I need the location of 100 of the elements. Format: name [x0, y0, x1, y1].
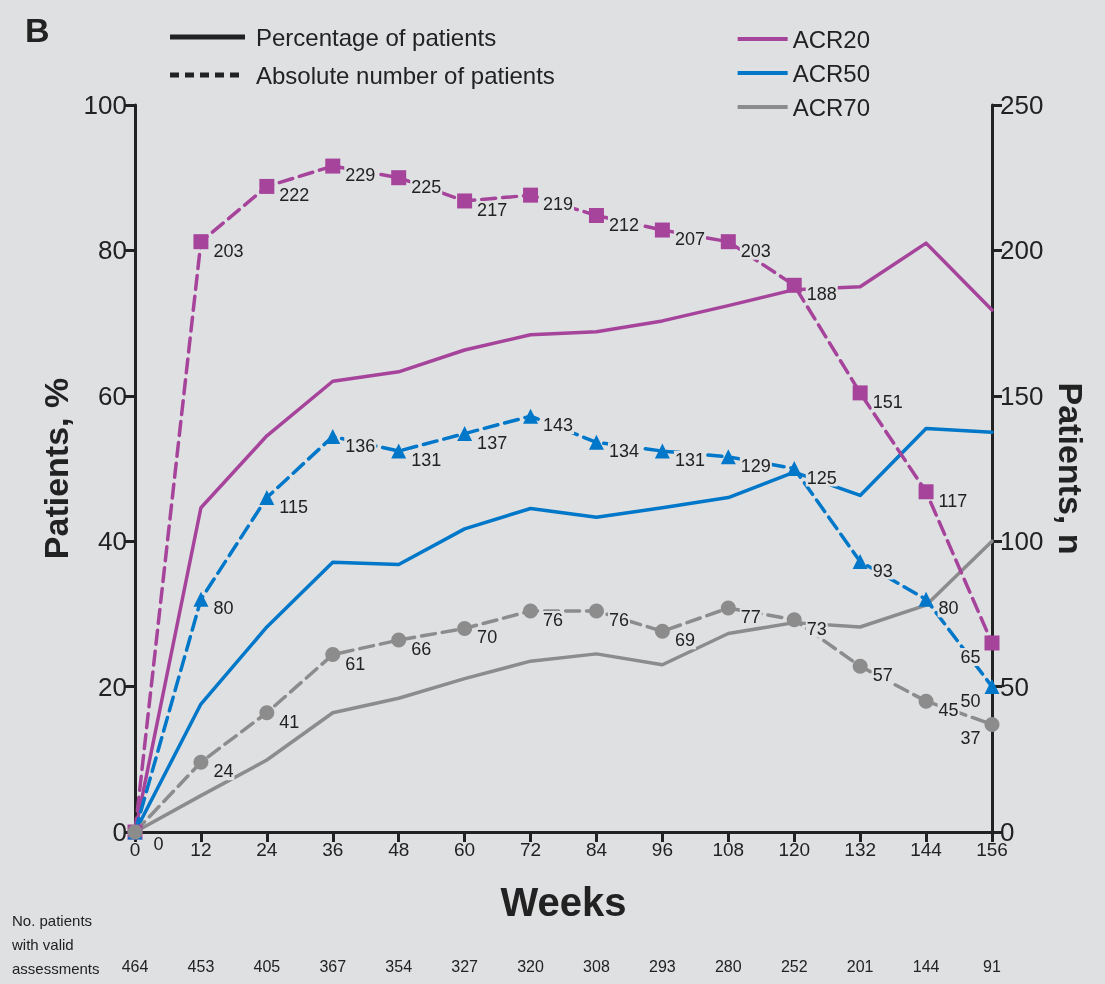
data-label: 76 [608, 609, 629, 630]
point [720, 234, 736, 250]
x-tick-label: 120 [778, 839, 811, 860]
data-label: 80 [938, 598, 959, 619]
data-label: 65 [960, 646, 981, 667]
data-label: 229 [345, 165, 376, 186]
data-label: 69 [674, 630, 695, 651]
data-label: 73 [806, 618, 827, 639]
data-label: 134 [608, 441, 640, 462]
y2-tick-label: 250 [1000, 90, 1044, 120]
point [523, 603, 539, 619]
x-tick-label: 36 [322, 839, 344, 860]
x-tick-label: 144 [910, 839, 943, 860]
point [918, 484, 934, 500]
data-label: 57 [872, 665, 893, 686]
text: 453 [187, 957, 215, 975]
data-label: 24 [213, 761, 234, 782]
data-label: 217 [477, 199, 508, 220]
x-tick-label: 48 [388, 839, 410, 860]
point [325, 647, 341, 663]
data-label: 61 [345, 653, 366, 674]
point [852, 385, 868, 401]
x-tick-label: 0 [129, 839, 141, 860]
point [259, 178, 275, 194]
point [457, 426, 473, 442]
y-axis-title: Patients, % [36, 377, 75, 560]
point [786, 277, 802, 293]
data-label: 70 [477, 627, 498, 648]
point [325, 429, 341, 445]
point [654, 443, 670, 459]
point [193, 234, 209, 250]
y2-tick-label: 150 [1000, 380, 1044, 411]
data-label: 93 [872, 560, 893, 581]
data-label: 41 [279, 711, 300, 732]
x-axis-title: Weeks [500, 880, 627, 924]
data-label: 136 [345, 435, 376, 456]
point [918, 591, 934, 607]
data-label: 115 [279, 496, 309, 517]
point [984, 716, 1000, 732]
data-label: 222 [279, 185, 310, 206]
text: 144 [912, 957, 940, 975]
text: 91 [983, 957, 1001, 975]
text: 405 [253, 957, 281, 975]
y2-tick-label: 50 [1000, 671, 1029, 702]
legend-label: ACR70 [792, 93, 871, 121]
x-tick-label: 84 [585, 839, 608, 860]
data-label: 207 [674, 229, 705, 250]
x-tick-label: 60 [454, 839, 476, 860]
text: Absolute number of patients [256, 61, 555, 89]
x-tick-label: 132 [844, 839, 877, 860]
point [391, 443, 407, 459]
point [786, 612, 802, 628]
data-label: 76 [543, 609, 564, 630]
text: 367 [319, 957, 347, 975]
point [193, 754, 209, 770]
data-label: 219 [543, 194, 574, 215]
x-tick-label: 108 [712, 839, 745, 860]
data-label: 37 [960, 728, 981, 749]
data-label: 188 [806, 284, 837, 305]
chart-title: B [25, 11, 50, 49]
point [654, 222, 670, 238]
text: Percentage of patients [256, 23, 497, 51]
text: 464 [121, 957, 149, 975]
data-label: 131 [674, 450, 705, 471]
text: 252 [780, 957, 808, 975]
text: 201 [846, 957, 874, 975]
point [259, 705, 275, 721]
y2-tick-label: 200 [1000, 235, 1044, 266]
data-label: 203 [740, 240, 771, 261]
text: 280 [714, 957, 742, 975]
point [523, 408, 539, 424]
text: 354 [385, 957, 413, 975]
data-label: 143 [543, 415, 574, 436]
x-tick-label: 96 [651, 839, 673, 860]
data-label: 137 [477, 432, 508, 453]
point [720, 600, 736, 616]
point [391, 632, 407, 648]
point [918, 693, 934, 709]
y2-axis-title: Patients, n [1052, 382, 1091, 555]
data-label: 80 [213, 598, 234, 619]
y-tick-label: 60 [98, 380, 127, 411]
x-tick-label: 12 [190, 839, 212, 860]
point [259, 490, 275, 506]
text: No. patients with valid assessments [11, 911, 100, 977]
text: 320 [517, 957, 544, 975]
point [720, 449, 736, 465]
data-label: 129 [740, 455, 771, 476]
text: 327 [451, 957, 479, 975]
data-label: 45 [938, 700, 959, 721]
data-label: 151 [872, 391, 903, 412]
point [852, 658, 868, 674]
text: 293 [649, 957, 676, 975]
y-tick-label: 40 [98, 526, 127, 557]
point [523, 187, 539, 203]
point [457, 193, 473, 209]
point [457, 620, 473, 636]
point [325, 158, 341, 174]
point [193, 591, 209, 607]
y-tick-label: 20 [98, 671, 127, 702]
data-label: 212 [608, 214, 640, 235]
